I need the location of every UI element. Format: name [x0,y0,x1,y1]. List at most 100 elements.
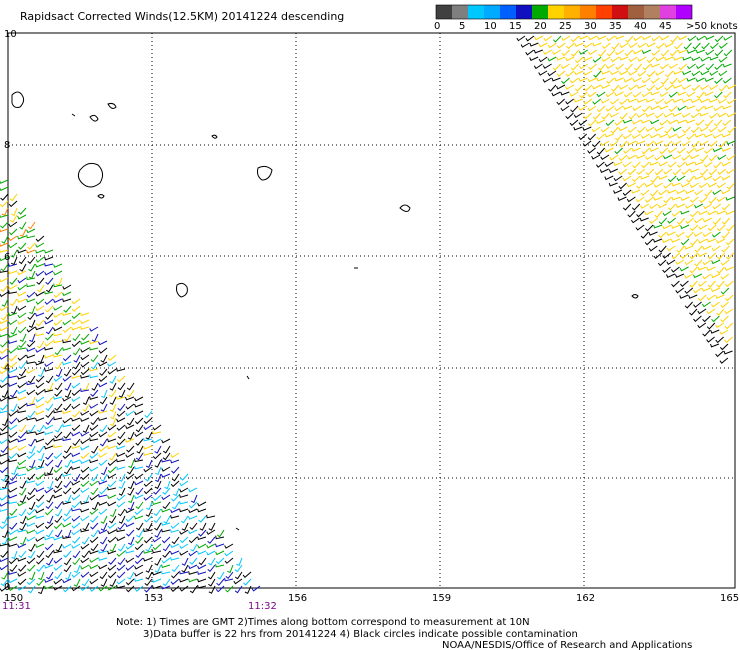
wind-barb [38,571,45,581]
wind-barb [669,77,678,85]
wind-barb [17,270,27,276]
wind-barb [716,266,725,274]
wind-barb [80,340,90,345]
wind-barb [62,515,72,522]
wind-barb [627,126,637,133]
wind-barb [675,231,685,238]
wind-barb [90,473,99,482]
wind-barb [707,252,717,260]
wind-barb [565,56,575,62]
wind-barb [692,42,701,50]
wind-barb [26,326,36,333]
wind-barb [18,564,27,572]
wind-barb [619,56,629,61]
wind-barb [673,56,683,61]
wind-barb [0,375,9,383]
wind-barb [28,319,36,328]
wind-barb [582,126,592,131]
wind-barb [35,382,45,389]
wind-barb [107,494,117,499]
wind-barb [1,389,9,398]
wind-barb [707,182,717,188]
wind-barb [686,63,696,70]
wind-barb [36,557,45,565]
wind-barb [689,308,698,316]
wind-barb [0,361,9,370]
wind-barb [0,508,9,512]
legend-tick-label: 20 [534,21,547,32]
wind-barb [125,549,135,554]
wind-barb [188,536,198,544]
wind-barb [143,452,153,456]
wind-barb [170,514,180,519]
wind-barb [18,424,27,433]
wind-barb [62,347,72,351]
wind-barb [668,161,677,168]
wind-barb [625,35,634,43]
wind-barb [613,175,623,182]
wind-barb [592,98,602,105]
wind-barb [17,578,27,586]
wind-barb [651,77,660,84]
wind-barb [80,459,90,464]
wind-barb [615,133,624,141]
wind-barb [645,154,655,160]
wind-barb [683,42,692,50]
wind-barb [687,35,697,42]
wind-barb [685,231,694,239]
wind-barb [689,224,699,232]
wind-barb [640,231,649,239]
wind-barb [671,196,681,201]
wind-barb [670,238,681,243]
wind-barb [640,189,650,196]
wind-barb [693,231,703,237]
legend-swatch [676,5,692,19]
wind-barb [708,98,718,103]
wind-barb [565,112,574,120]
wind-barb [694,147,704,152]
wind-barb [689,266,698,274]
wind-barb [697,308,707,315]
wind-barb [685,161,695,167]
wind-barb [656,42,665,50]
wind-barb [143,445,153,450]
wind-barb [91,382,99,391]
wind-barb [80,473,90,481]
wind-barb [0,438,9,445]
wind-barb [0,284,9,293]
wind-barb [100,466,108,476]
lon-label-159: 159 [432,593,451,604]
wind-barb [575,56,584,64]
wind-barb [45,403,54,412]
wind-barb [71,382,81,389]
wind-barb [712,133,722,139]
wind-barb [666,273,676,278]
wind-barb [63,431,72,439]
wind-barb [714,35,724,43]
wind-barb [710,329,720,334]
wind-barb [162,543,171,552]
wind-barb [189,522,198,531]
wind-barb [670,35,679,43]
wind-barb [71,445,81,450]
wind-barb [116,578,126,585]
wind-barb [136,445,144,454]
wind-barb [80,445,90,451]
wind-barb [694,203,704,209]
wind-barb [17,459,27,466]
wind-barb [701,287,711,292]
wind-barb [28,445,36,454]
wind-barb [125,522,135,528]
wind-barb [665,70,674,78]
wind-barb [725,294,734,302]
wind-barb [660,63,669,70]
wind-barb [80,319,90,325]
wind-barb [682,84,692,90]
wind-barb [110,508,117,518]
wind-barb [89,367,99,372]
wind-barb [80,347,90,353]
wind-barb [63,305,72,313]
wind-barb [154,459,162,468]
wind-barb [0,333,9,338]
wind-barb [45,277,54,285]
